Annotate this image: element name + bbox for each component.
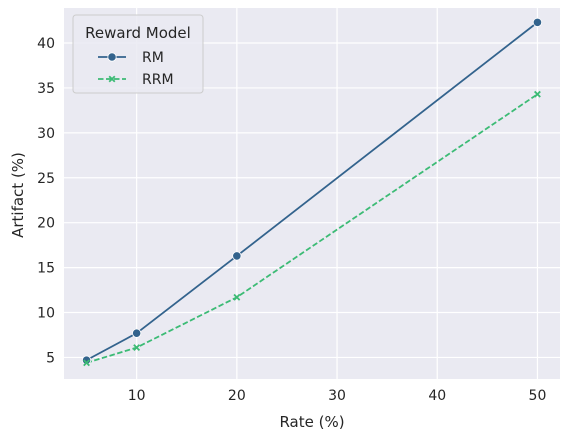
y-tick-label: 40 — [37, 36, 55, 52]
data-point-rm — [232, 251, 242, 261]
y-tick-label: 10 — [37, 306, 55, 322]
data-point-rrm — [534, 90, 541, 98]
x-axis-label: Rate (%) — [279, 413, 344, 431]
data-point-rm — [81, 355, 92, 365]
legend-label: RRM — [142, 72, 174, 88]
data-point-rrm — [83, 359, 90, 367]
legend-box — [72, 14, 204, 94]
series-lines — [86, 21, 539, 364]
x-tick-label: 10 — [128, 388, 146, 404]
legend: Reward Model RM RRM — [72, 14, 204, 94]
data-point-rm — [132, 328, 142, 338]
x-tick-labels: 10 20 30 40 50 — [128, 388, 547, 404]
x-tick-label: 30 — [328, 388, 346, 404]
data-point-rrm — [233, 293, 241, 301]
legend-title: Reward Model — [85, 24, 191, 42]
y-tick-label: 5 — [46, 350, 55, 366]
x-tick-label: 40 — [428, 388, 446, 404]
legend-entry-rrm: RRM — [98, 72, 174, 88]
data-point-rrm — [133, 344, 141, 351]
data-point-rm — [532, 17, 543, 27]
y-axis-label: Artifact (%) — [9, 152, 27, 238]
y-tick-label: 15 — [37, 261, 55, 277]
x-tick-label: 20 — [228, 388, 246, 404]
legend-marker-rrm — [108, 75, 116, 83]
y-tick-label: 20 — [37, 216, 55, 232]
series-line-rm — [86, 21, 539, 361]
legend-marker-rm — [107, 52, 117, 62]
y-tick-labels: 5 10 15 20 25 30 35 40 — [37, 36, 55, 366]
y-tick-label: 25 — [37, 171, 55, 187]
legend-label: RM — [142, 50, 164, 66]
y-tick-label: 35 — [37, 81, 55, 97]
legend-entry-rm: RM — [98, 50, 164, 66]
series-markers — [81, 17, 543, 367]
grid-lines — [64, 8, 560, 379]
y-tick-label: 30 — [37, 126, 55, 142]
series-line-rrm — [86, 93, 538, 364]
x-tick-label: 50 — [529, 388, 547, 404]
